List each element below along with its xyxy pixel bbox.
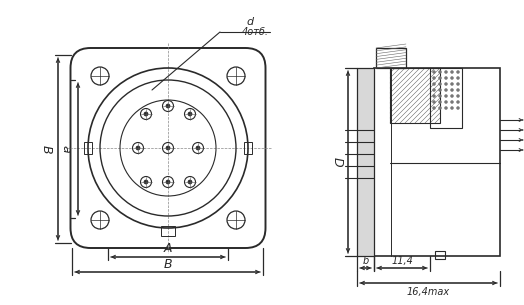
Circle shape — [439, 82, 442, 85]
Bar — [244, 142, 252, 154]
Text: 11,4: 11,4 — [391, 256, 413, 266]
Circle shape — [166, 146, 170, 150]
Text: b: b — [363, 256, 368, 266]
Circle shape — [162, 101, 173, 112]
Circle shape — [227, 211, 245, 229]
Circle shape — [432, 106, 435, 109]
Circle shape — [432, 82, 435, 85]
Circle shape — [456, 82, 460, 85]
Circle shape — [451, 106, 453, 109]
Circle shape — [439, 106, 442, 109]
Circle shape — [439, 101, 442, 103]
Circle shape — [432, 95, 435, 98]
Circle shape — [444, 101, 447, 103]
Text: B: B — [39, 145, 52, 153]
Circle shape — [162, 142, 173, 153]
Circle shape — [451, 77, 453, 80]
Circle shape — [451, 82, 453, 85]
Circle shape — [136, 146, 140, 150]
Circle shape — [192, 142, 203, 153]
Circle shape — [188, 180, 192, 184]
Text: d: d — [246, 17, 254, 27]
Circle shape — [432, 101, 435, 103]
Circle shape — [444, 106, 447, 109]
Circle shape — [439, 88, 442, 91]
Circle shape — [144, 180, 148, 184]
Circle shape — [432, 70, 435, 74]
Circle shape — [144, 112, 148, 116]
Text: B: B — [163, 257, 172, 271]
Circle shape — [444, 95, 447, 98]
Circle shape — [432, 77, 435, 80]
Bar — [374, 68, 500, 256]
Circle shape — [91, 211, 109, 229]
Circle shape — [166, 180, 170, 184]
Circle shape — [451, 70, 453, 74]
Text: D: D — [331, 157, 344, 167]
Bar — [390, 68, 440, 123]
FancyBboxPatch shape — [71, 48, 266, 248]
Circle shape — [456, 70, 460, 74]
Bar — [376, 48, 406, 68]
Circle shape — [456, 101, 460, 103]
Circle shape — [439, 77, 442, 80]
Circle shape — [456, 106, 460, 109]
Circle shape — [451, 95, 453, 98]
Circle shape — [444, 88, 447, 91]
Text: a: a — [60, 145, 72, 153]
Bar — [161, 226, 175, 236]
Circle shape — [456, 88, 460, 91]
Circle shape — [439, 95, 442, 98]
Bar — [84, 142, 92, 154]
Circle shape — [166, 104, 170, 108]
Text: 4отб.: 4отб. — [242, 27, 268, 37]
Circle shape — [91, 67, 109, 85]
Circle shape — [439, 70, 442, 74]
Circle shape — [184, 177, 195, 188]
Circle shape — [227, 67, 245, 85]
Circle shape — [140, 177, 151, 188]
Circle shape — [188, 112, 192, 116]
Bar — [435, 251, 445, 259]
Circle shape — [444, 77, 447, 80]
Circle shape — [444, 70, 447, 74]
Circle shape — [444, 82, 447, 85]
Circle shape — [196, 146, 200, 150]
Circle shape — [451, 101, 453, 103]
Bar — [357, 68, 374, 256]
Circle shape — [451, 88, 453, 91]
Circle shape — [456, 95, 460, 98]
Circle shape — [162, 177, 173, 188]
Bar — [430, 68, 462, 128]
Text: A: A — [163, 242, 172, 256]
Circle shape — [133, 142, 144, 153]
Circle shape — [456, 77, 460, 80]
Circle shape — [140, 109, 151, 120]
Circle shape — [432, 88, 435, 91]
Text: 16,4max: 16,4max — [407, 287, 450, 297]
Circle shape — [184, 109, 195, 120]
